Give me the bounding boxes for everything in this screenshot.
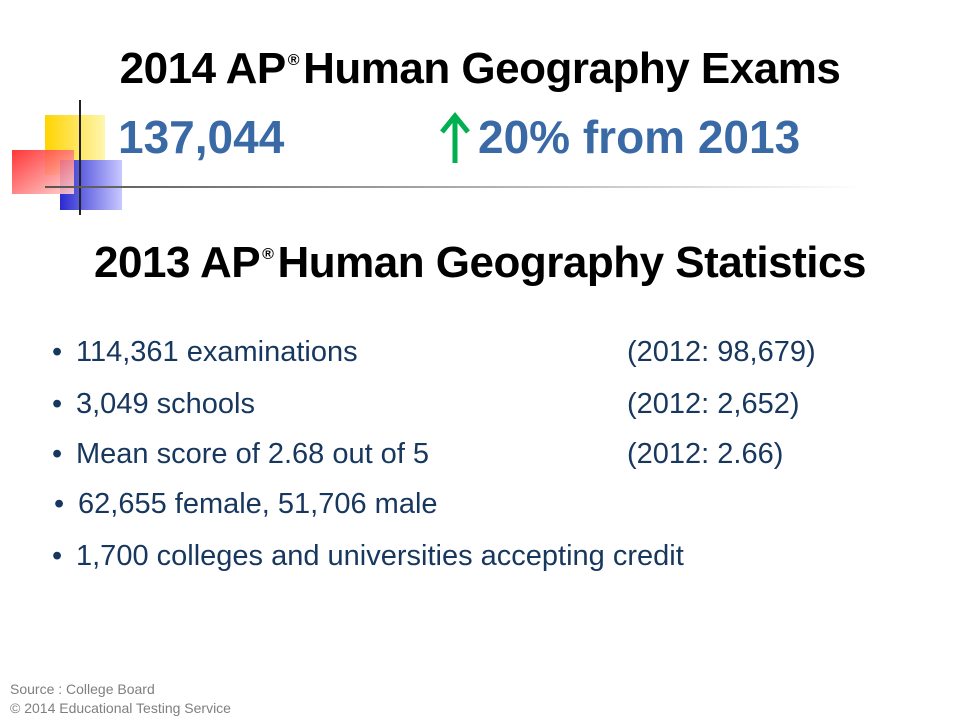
subtitle: 2013 AP ®Human Geography Statistics (0, 238, 960, 288)
bullet-text: 3,049 schools (76, 388, 255, 420)
bullet-text: 114,361 examinations (76, 336, 358, 368)
bullet-text: 62,655 female, 51,706 male (78, 488, 438, 520)
title-prefix: 2014 AP (119, 44, 287, 93)
bullet-text: Mean score of 2.68 out of 5 (76, 438, 430, 470)
bullet-dot: • (52, 336, 63, 368)
subtitle-prefix: 2013 AP (94, 238, 261, 287)
bullet-item: • Mean score of 2.68 out of 5 (2012: 2.66) (52, 438, 783, 471)
bullet-item: • 1,700 colleges and universities accepti… (52, 540, 684, 573)
bullet-item: • 114,361 examinations (2012: 98,679) (52, 336, 816, 369)
bullet-note: (2012: 2,652) (627, 388, 800, 420)
up-arrow (440, 112, 470, 163)
bullet-dot: • (52, 438, 63, 470)
title: 2014 AP ®Human Geography Exams (0, 44, 960, 94)
registered-mark: ® (287, 52, 300, 69)
bullet-dot: • (52, 388, 63, 420)
bullet-note: (2012: 2.66) (627, 438, 784, 470)
horizontal-rule (45, 186, 865, 188)
source: Source : College Board (10, 681, 155, 697)
bullet-item: • 62,655 female, 51,706 male (54, 488, 438, 521)
decoration (12, 100, 865, 215)
subtitle-suffix: Human Geography Statistics (277, 238, 866, 287)
registered-mark: ® (262, 246, 274, 263)
bullet-dot: • (52, 540, 63, 572)
growth: 20% from 2013 (478, 111, 801, 163)
bullet-dot: • (54, 488, 65, 520)
bullet-text: 1,700 colleges and universities acceptin… (76, 540, 684, 572)
bullet-note: (2012: 98,679) (627, 336, 816, 368)
exam-count: 137,044 (118, 111, 285, 163)
copyright: © 2014 Educational Testing Service (10, 700, 231, 716)
bullet-item: • 3,049 schools (2012: 2,652) (52, 388, 800, 421)
title-suffix: Human Geography Exams (303, 44, 841, 93)
